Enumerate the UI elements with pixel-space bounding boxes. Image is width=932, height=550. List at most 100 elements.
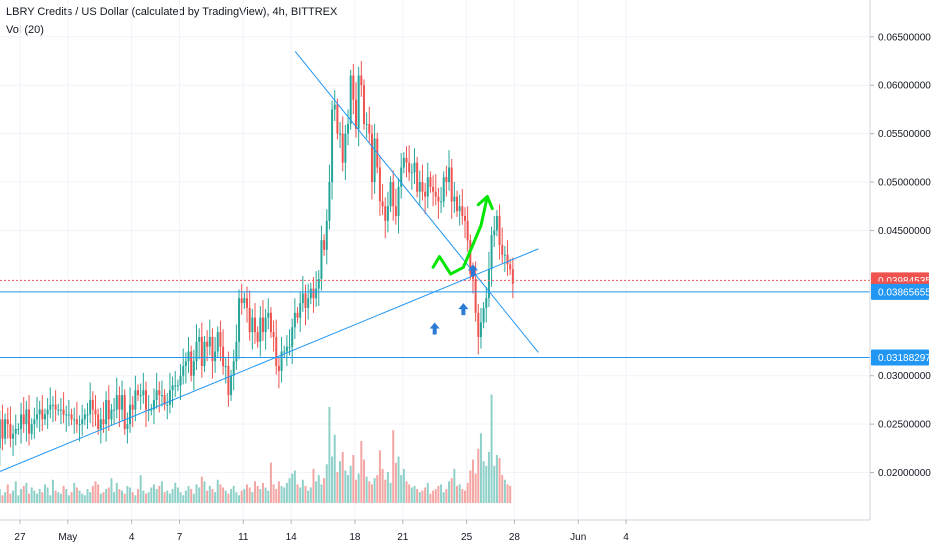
- candle-body: [474, 278, 477, 313]
- candle-body: [253, 317, 256, 333]
- candle-body: [17, 428, 20, 430]
- volume-bar: [485, 465, 488, 503]
- volume-bar: [264, 487, 267, 503]
- up-arrow-icon[interactable]: [467, 264, 478, 277]
- candle-body: [107, 399, 110, 420]
- volume-bar: [413, 485, 416, 503]
- candle-body: [14, 428, 17, 434]
- volume-bar: [219, 484, 222, 503]
- candle-body: [28, 409, 31, 434]
- candle-body: [200, 336, 203, 367]
- price-axis[interactable]: 0.06500000 0.06000000 0.05500000 0.05000000…: [870, 32, 931, 479]
- candle-body: [453, 196, 456, 202]
- candle-body: [73, 419, 76, 421]
- up-arrow-icon[interactable]: [458, 303, 469, 316]
- volume-bar: [323, 478, 326, 503]
- up-arrow-icon[interactable]: [429, 322, 440, 335]
- volume-bar: [261, 482, 264, 503]
- trend-line[interactable]: [294, 51, 539, 353]
- candle-body: [144, 390, 147, 410]
- annotations[interactable]: [429, 195, 494, 335]
- candle-body: [429, 177, 432, 187]
- volume-bar: [469, 470, 472, 503]
- candle-body: [206, 341, 209, 347]
- candle-body: [152, 399, 155, 410]
- trend-line[interactable]: [0, 248, 539, 480]
- volume-bar: [235, 492, 238, 503]
- price-tick-label: 0.02000000: [878, 468, 931, 479]
- candle-body: [62, 409, 65, 415]
- candle-body: [67, 414, 70, 416]
- volume-bar: [442, 492, 445, 503]
- volume-bar: [325, 464, 328, 503]
- candle-body: [275, 336, 278, 367]
- volume-bar: [187, 485, 190, 503]
- volume-bar: [426, 482, 429, 503]
- volume-bar: [256, 485, 259, 503]
- volume-bar: [214, 492, 217, 503]
- candle-body: [246, 298, 249, 308]
- volume-bar: [216, 479, 219, 503]
- candle-body: [248, 307, 251, 333]
- candle-body: [471, 274, 474, 279]
- candle-body: [418, 182, 421, 192]
- volume-bar: [490, 394, 493, 503]
- volume-bar: [498, 458, 501, 503]
- volume-bar: [370, 484, 373, 503]
- volume-bar: [355, 479, 358, 503]
- time-axis[interactable]: 27 May 4 7 11 14 18 21 25 28 Jun 4: [14, 520, 629, 543]
- price-tick-label: 0.04500000: [878, 226, 931, 237]
- volume-bar: [317, 475, 320, 503]
- candle-body: [235, 341, 238, 362]
- projection-path[interactable]: [431, 195, 489, 276]
- volume-bar: [17, 495, 20, 503]
- volume-indicator-label[interactable]: Vol (20): [6, 24, 44, 36]
- volume-bar: [495, 454, 498, 503]
- volume-bar: [381, 468, 384, 503]
- volume-bar: [227, 493, 230, 503]
- candle-body: [442, 177, 445, 202]
- candle-body: [184, 361, 187, 367]
- candle-body: [400, 167, 403, 187]
- price-badge: [871, 349, 929, 366]
- trend-lines[interactable]: [0, 51, 539, 480]
- candle-body: [432, 186, 435, 192]
- chart-title: LBRY Credits / US Dollar (calculated by …: [6, 6, 338, 18]
- candle-body: [448, 167, 451, 183]
- candle-body: [445, 177, 448, 183]
- time-tick-label: 4: [129, 532, 135, 543]
- volume-bar: [458, 484, 461, 503]
- candle-body: [78, 424, 81, 426]
- candle-body: [36, 414, 39, 420]
- candle-body: [360, 75, 363, 86]
- candle-body: [230, 375, 233, 396]
- candle-body: [269, 312, 272, 333]
- time-tick-label: 25: [461, 532, 473, 543]
- volume-bar: [28, 493, 31, 503]
- projection-arrowhead[interactable]: [476, 195, 494, 211]
- volume-bar: [402, 468, 405, 503]
- volume-bar: [280, 485, 283, 503]
- volume-bar: [328, 406, 331, 503]
- candle-body: [43, 414, 46, 420]
- volume-bar: [352, 454, 355, 503]
- volume-bar: [121, 490, 124, 503]
- candle-body: [171, 385, 174, 391]
- candle-body: [283, 351, 286, 353]
- candle-body: [142, 390, 145, 396]
- volume-bar: [309, 487, 312, 503]
- candle-body: [501, 244, 504, 255]
- volume-bar: [429, 493, 432, 503]
- volume-bar: [440, 484, 443, 503]
- candle-body: [118, 395, 121, 410]
- volume-bar: [150, 487, 153, 503]
- candle-body: [434, 191, 437, 197]
- candle-body: [357, 75, 360, 129]
- candle-body: [89, 399, 92, 415]
- volume-bar: [59, 493, 62, 503]
- candle-body: [129, 404, 132, 425]
- volume-bar: [46, 487, 49, 503]
- volume-bar: [389, 482, 392, 503]
- candle-body: [214, 351, 217, 362]
